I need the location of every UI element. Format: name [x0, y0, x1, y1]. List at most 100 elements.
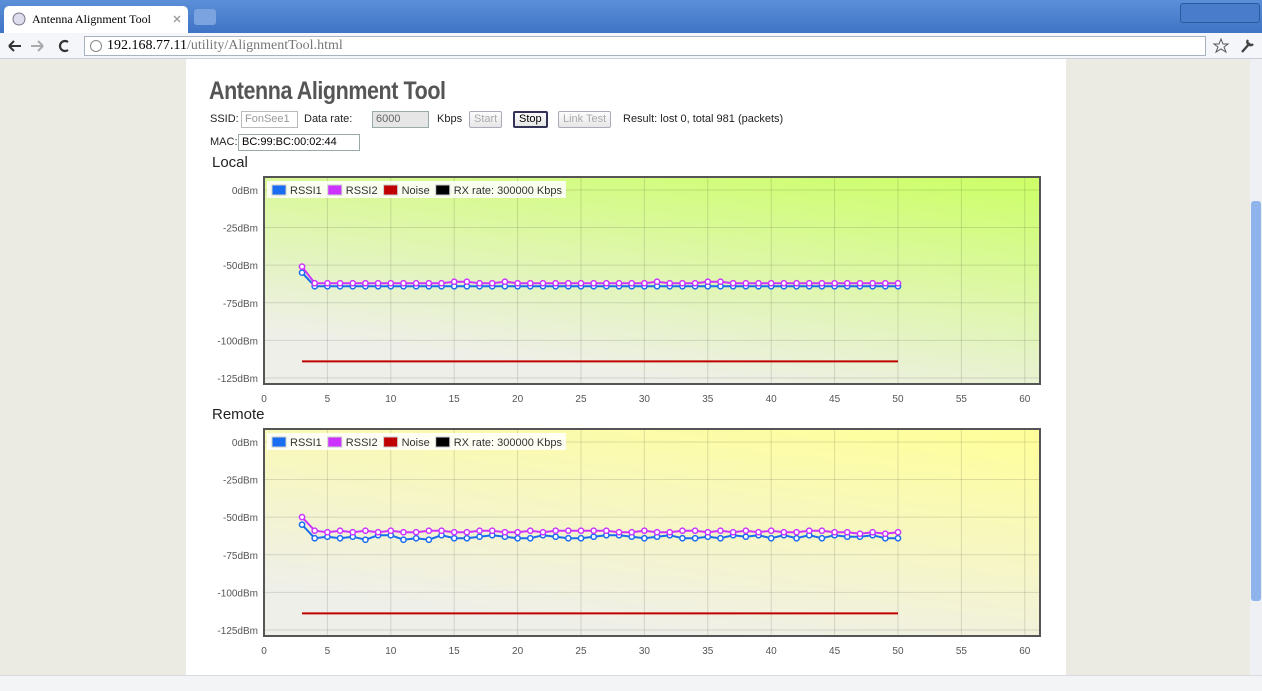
- x-tick-label: 40: [766, 646, 778, 657]
- data-point: [463, 534, 471, 542]
- data-point: [349, 279, 357, 287]
- legend: RSSI1 RSSI2 Noise RX rate: 300000 Kbps: [267, 433, 566, 450]
- data-point: [793, 528, 800, 536]
- data-point: [717, 278, 724, 286]
- data-point: [476, 533, 483, 541]
- data-point: [463, 528, 471, 536]
- data-point: [324, 528, 331, 536]
- data-point: [387, 527, 395, 535]
- ssid-select[interactable]: FonSee1: [241, 111, 298, 128]
- legend-label: RSSI2: [346, 185, 378, 197]
- tab-title: Antenna Alignment Tool: [32, 12, 151, 26]
- data-point: [577, 534, 585, 542]
- start-button[interactable]: Start: [469, 111, 503, 128]
- y-tick-label: 0dBm: [232, 186, 258, 197]
- data-point: [717, 534, 724, 542]
- data-point: [374, 279, 382, 287]
- mac-select[interactable]: BC:99:BC:00:02:44: [238, 134, 360, 151]
- data-point: [450, 534, 458, 542]
- tab-icon: [12, 12, 26, 26]
- data-point: [603, 279, 610, 287]
- data-point: [881, 530, 889, 538]
- data-point: [412, 279, 420, 287]
- page-icon: [90, 40, 102, 52]
- stop-button[interactable]: Stop: [513, 111, 548, 128]
- legend-label: RSSI1: [290, 185, 322, 197]
- tab-bar: Antenna Alignment Tool: [0, 0, 1262, 33]
- data-point: [679, 534, 686, 542]
- data-point: [539, 528, 547, 536]
- x-tick-label: 5: [325, 394, 331, 405]
- x-tick-label: 60: [1019, 646, 1031, 657]
- data-point: [336, 534, 344, 542]
- data-point: [514, 534, 521, 542]
- data-point: [450, 278, 458, 286]
- data-point: [564, 279, 572, 287]
- data-point: [336, 279, 344, 287]
- scroll-thumb[interactable]: [1251, 201, 1261, 601]
- data-point: [374, 528, 382, 536]
- x-tick-label: 5: [325, 646, 331, 657]
- vertical-scrollbar[interactable]: [1250, 59, 1262, 675]
- plot-area: [264, 177, 1040, 384]
- data-point: [387, 279, 395, 287]
- tab-close[interactable]: [172, 14, 182, 24]
- data-point: [805, 527, 813, 535]
- data-point: [856, 279, 864, 287]
- rate-input[interactable]: 6000: [372, 111, 429, 128]
- data-point: [425, 279, 433, 287]
- data-point: [742, 279, 750, 287]
- data-point: [818, 534, 826, 542]
- ssid-value: FonSee1: [245, 113, 290, 125]
- new-tab[interactable]: [194, 9, 216, 25]
- data-point: [793, 534, 800, 542]
- data-point: [805, 279, 813, 287]
- data-point: [894, 528, 902, 536]
- data-point: [615, 528, 623, 536]
- tab[interactable]: Antenna Alignment Tool: [4, 6, 188, 33]
- x-tick-label: 0: [261, 646, 267, 657]
- data-point: [831, 528, 838, 536]
- page-title: Antenna Alignment Tool: [209, 77, 446, 105]
- x-tick-label: 60: [1019, 394, 1031, 405]
- legend-label: RX rate: 300000 Kbps: [454, 437, 563, 449]
- data-point: [843, 279, 851, 287]
- data-point: [501, 528, 509, 536]
- x-tick-label: 20: [512, 394, 524, 405]
- data-point: [641, 279, 648, 287]
- data-point: [780, 528, 788, 536]
- rate-label: Data rate:: [304, 113, 353, 125]
- data-point: [590, 279, 598, 287]
- link-test-button[interactable]: Link Test: [558, 111, 612, 128]
- data-point: [767, 279, 775, 287]
- data-point: [894, 279, 902, 287]
- rate-unit: Kbps: [437, 113, 463, 125]
- data-point: [615, 279, 623, 287]
- legend-swatch: [383, 184, 399, 196]
- x-tick-label: 0: [261, 394, 267, 405]
- url-box[interactable]: 192.168.77.11/utility/AlignmentTool.html: [84, 36, 1206, 56]
- nav-buttons[interactable]: [6, 37, 76, 55]
- data-point: [679, 527, 686, 535]
- data-point: [336, 527, 344, 535]
- x-tick-label: 50: [892, 646, 904, 657]
- data-point: [298, 513, 306, 521]
- window-controls[interactable]: [1180, 3, 1260, 23]
- rate-value: 6000: [376, 113, 401, 125]
- data-point: [704, 528, 712, 536]
- data-point: [400, 279, 407, 287]
- data-point: [628, 528, 636, 536]
- legend-label: RSSI1: [290, 437, 322, 449]
- data-point: [818, 279, 826, 287]
- x-tick-label: 55: [956, 394, 968, 405]
- x-tick-label: 15: [449, 394, 461, 405]
- address-bar: 192.168.77.11/utility/AlignmentTool.html: [0, 33, 1262, 59]
- horizontal-scrollbar[interactable]: [0, 675, 1262, 691]
- toolbar-icons[interactable]: [1212, 37, 1258, 55]
- data-point: [526, 279, 534, 287]
- data-point: [400, 536, 407, 544]
- x-tick-label: 45: [829, 646, 841, 657]
- data-point: [679, 279, 686, 287]
- data-point: [704, 278, 712, 286]
